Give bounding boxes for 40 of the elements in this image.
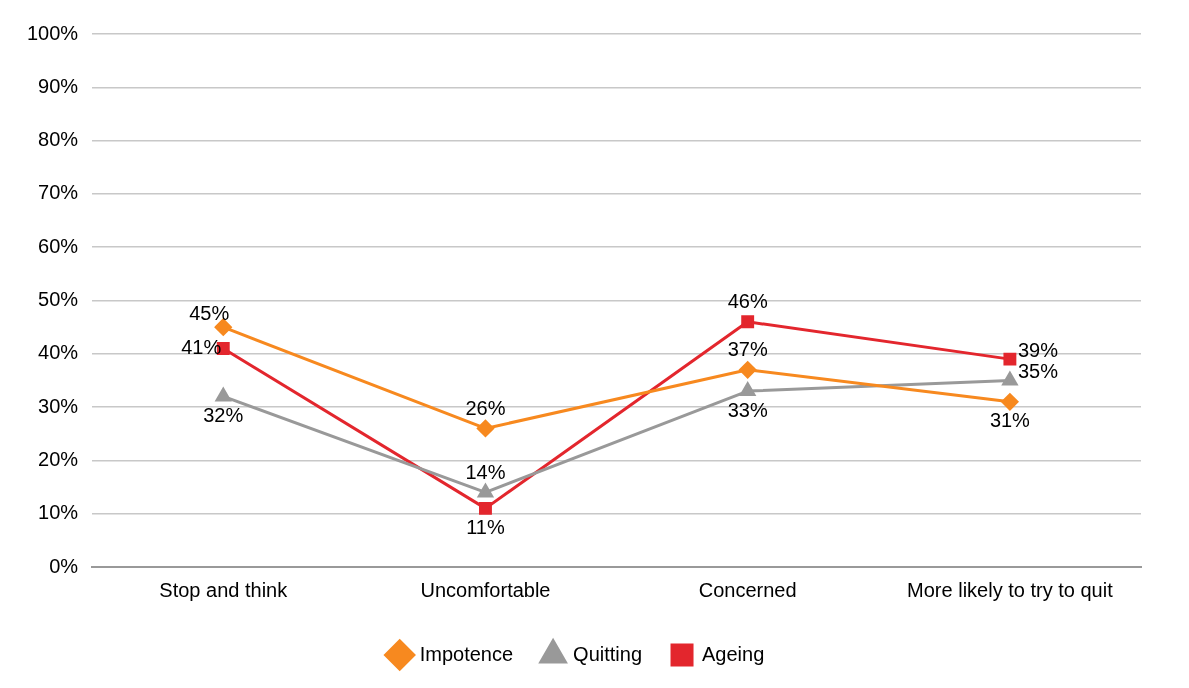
x-tick-label: More likely to try to quit: [907, 578, 1114, 601]
point: [741, 315, 755, 329]
y-tick-label: 100%: [27, 21, 79, 44]
data-label: 39%: [1017, 338, 1059, 361]
x-tick-label: Stop and think: [159, 578, 289, 601]
x-tick-label: Uncomfortable: [420, 578, 551, 601]
y-tick-label: 50%: [38, 288, 79, 311]
data-label: 31%: [989, 409, 1031, 432]
y-tick-label: 70%: [38, 181, 79, 204]
y-tick-label: 20%: [38, 447, 79, 470]
point: [214, 318, 232, 336]
point: [215, 387, 231, 402]
legend-label: Quitting: [573, 642, 643, 665]
point: [479, 501, 492, 515]
y-tick-label: 90%: [38, 74, 79, 97]
y-tick-label: 0%: [49, 554, 79, 577]
data-label: 14%: [465, 460, 506, 483]
data-label: 37%: [727, 338, 768, 361]
point: [1001, 393, 1019, 411]
point: [1003, 352, 1017, 366]
point: [740, 382, 756, 397]
y-tick-label: 10%: [38, 501, 79, 524]
data-label: 26%: [465, 396, 506, 419]
data-label: 11%: [466, 515, 505, 538]
legend-label: Impotence: [419, 642, 514, 665]
y-tick-label: 60%: [38, 234, 79, 257]
legend-label: Ageing: [702, 642, 765, 665]
y-tick-label: 80%: [38, 128, 79, 151]
y-tick-label: 40%: [38, 341, 79, 364]
point: [477, 483, 494, 498]
data-label: 32%: [203, 403, 244, 426]
data-label: 46%: [727, 290, 768, 313]
y-tick-label: 30%: [38, 394, 79, 417]
data-label: 33%: [727, 398, 768, 421]
x-tick-label: Concerned: [698, 578, 797, 601]
point: [1002, 371, 1018, 386]
point: [739, 361, 757, 379]
point: [476, 419, 494, 437]
data-label: 35%: [1017, 359, 1059, 382]
data-label: 45%: [189, 301, 230, 324]
